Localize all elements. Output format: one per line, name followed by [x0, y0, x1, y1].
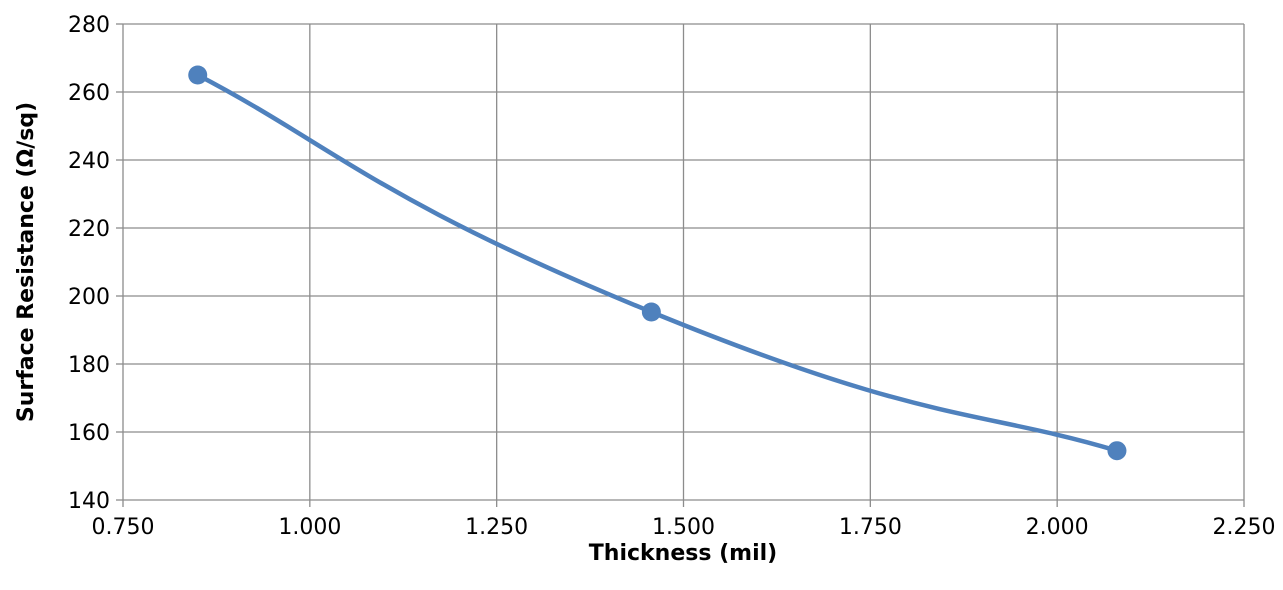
y-tick-label: 220: [68, 217, 110, 242]
x-tick-label: 0.750: [92, 515, 155, 540]
axes: [116, 23, 1245, 507]
data-point: [1107, 441, 1127, 461]
data-point: [641, 302, 661, 322]
gridlines: [123, 23, 1245, 500]
y-tick-label: 140: [68, 489, 110, 514]
x-tick-label: 2.250: [1213, 515, 1276, 540]
x-axis-title: Thickness (mil): [589, 541, 777, 566]
y-tick-label: 200: [68, 285, 110, 310]
x-tick-labels: 0.750 1.000 1.250 1.500 1.750 2.000 2.250: [92, 515, 1276, 540]
y-tick-label: 260: [68, 81, 110, 106]
y-tick-label: 180: [68, 353, 110, 378]
y-tick-label: 240: [68, 149, 110, 174]
data-point: [188, 65, 208, 85]
y-tick-labels: 140 160 180 200 220 240 260 280: [68, 13, 110, 514]
series-layer: [188, 65, 1127, 461]
y-tick-label: 160: [68, 421, 110, 446]
x-tick-label: 1.250: [465, 515, 528, 540]
y-tick-label: 280: [68, 13, 110, 38]
y-axis-title: Surface Resistance (Ω/sq): [14, 102, 39, 422]
x-tick-label: 2.000: [1026, 515, 1089, 540]
x-tick-label: 1.750: [839, 515, 902, 540]
series-line: [195, 72, 1120, 453]
x-tick-label: 1.500: [652, 515, 715, 540]
x-tick-label: 1.000: [278, 515, 341, 540]
